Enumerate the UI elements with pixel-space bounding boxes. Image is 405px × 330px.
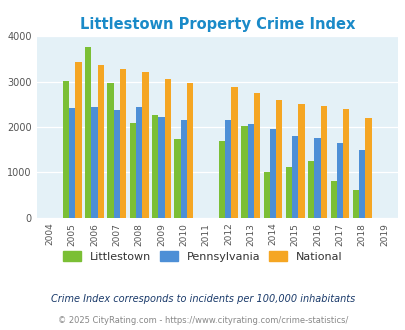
Bar [113, 110, 119, 218]
Bar [231, 87, 237, 218]
Bar [314, 138, 320, 218]
Bar [253, 93, 259, 218]
Bar [75, 62, 81, 218]
Bar [107, 82, 113, 218]
Bar [292, 136, 298, 218]
Text: © 2025 CityRating.com - https://www.cityrating.com/crime-statistics/: © 2025 CityRating.com - https://www.city… [58, 316, 347, 325]
Bar [342, 109, 348, 218]
Bar [307, 161, 314, 218]
Bar [158, 116, 164, 218]
Bar [269, 129, 275, 218]
Bar [98, 65, 104, 218]
Bar [142, 72, 148, 218]
Title: Littlestown Property Crime Index: Littlestown Property Crime Index [79, 17, 354, 32]
Bar [330, 181, 336, 218]
Bar [85, 47, 91, 218]
Bar [298, 104, 304, 218]
Bar [352, 190, 358, 218]
Bar [164, 80, 171, 218]
Bar [91, 107, 98, 218]
Bar [174, 139, 180, 218]
Bar [130, 123, 136, 218]
Text: Crime Index corresponds to incidents per 100,000 inhabitants: Crime Index corresponds to incidents per… [51, 294, 354, 304]
Bar [186, 83, 193, 218]
Bar [63, 81, 69, 218]
Bar [136, 107, 142, 218]
Bar [247, 124, 253, 218]
Bar [263, 172, 269, 218]
Bar [320, 106, 326, 218]
Bar [285, 167, 292, 218]
Bar [180, 120, 186, 218]
Bar [152, 115, 158, 218]
Bar [364, 118, 371, 218]
Legend: Littlestown, Pennsylvania, National: Littlestown, Pennsylvania, National [59, 247, 346, 267]
Bar [358, 150, 364, 218]
Bar [69, 108, 75, 218]
Bar [275, 100, 281, 218]
Bar [119, 69, 126, 218]
Bar [241, 126, 247, 218]
Bar [225, 120, 231, 218]
Bar [218, 141, 225, 218]
Bar [336, 143, 342, 218]
